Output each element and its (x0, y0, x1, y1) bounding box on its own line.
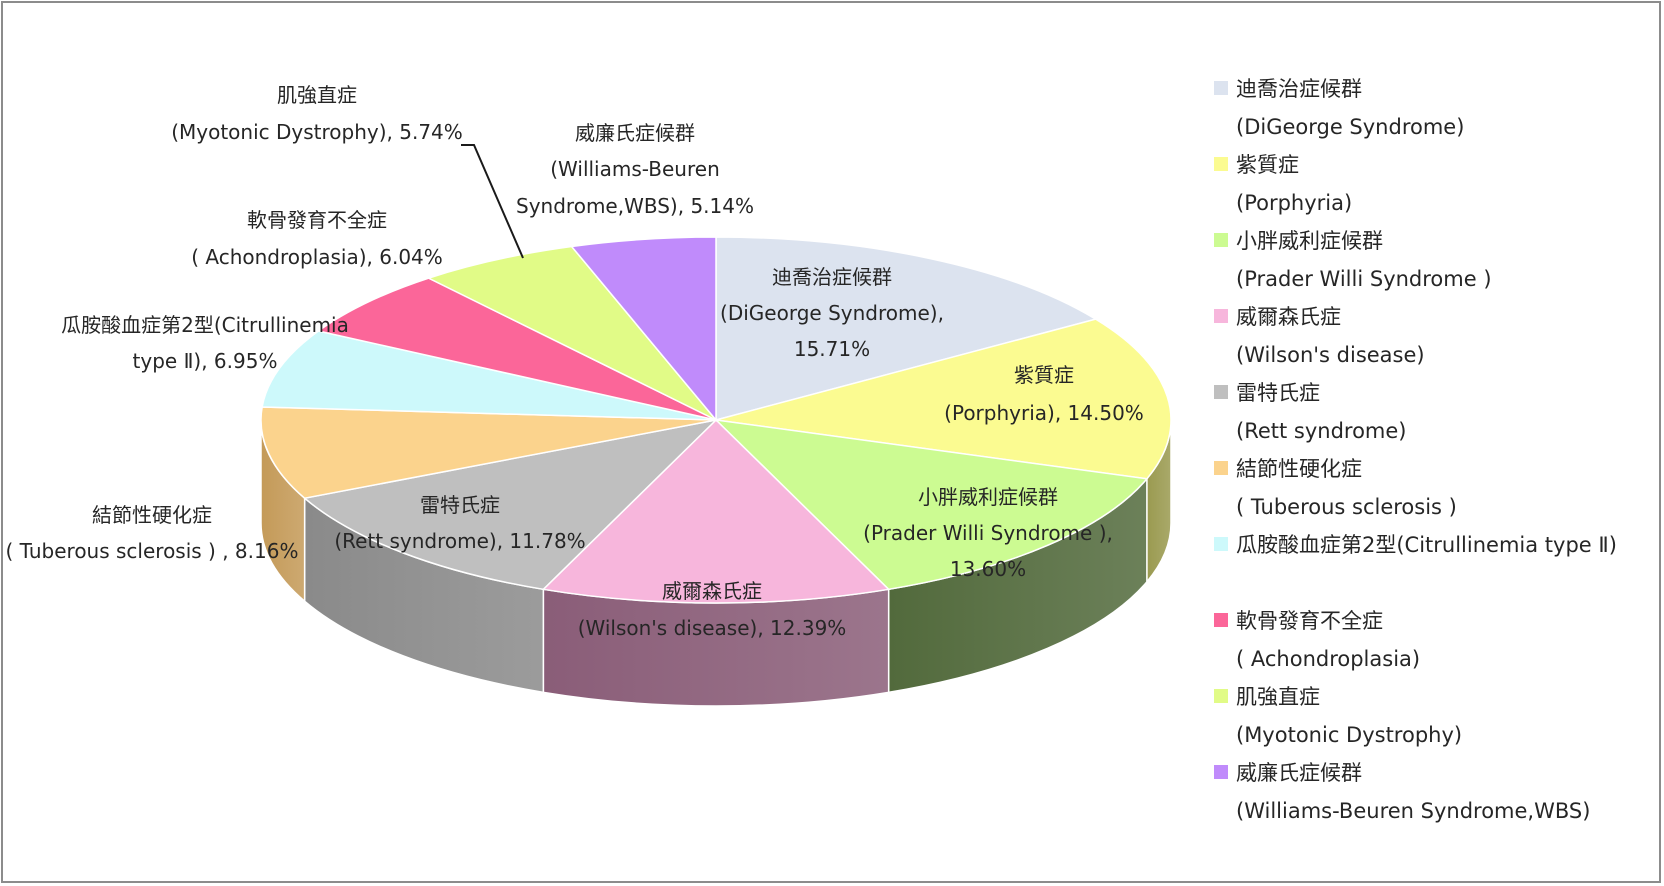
legend-label-cn-3: 小胖威利症候群 (1236, 229, 1383, 253)
legend-item-5: 雷特氏症 (Rett syndrome) (1214, 374, 1654, 450)
data-label-3-line-3: 13.60% (950, 557, 1026, 581)
legend-swatch-4 (1214, 309, 1228, 323)
legend-swatch-5 (1214, 385, 1228, 399)
legend-label-en-8: ( Achondroplasia) (1236, 647, 1421, 671)
legend-label-en-6: ( Tuberous sclerosis ) (1236, 495, 1457, 519)
data-label-5-line-1: 雷特氏症 (420, 493, 500, 517)
data-label-10-line-1: 威廉氏症候群 (575, 121, 695, 145)
legend-item-2: 紫質症 (Porphyria) (1214, 146, 1654, 222)
chart-legend: 迪喬治症候群 (DiGeorge Syndrome) 紫質症 (Porphyria)… (1214, 70, 1654, 830)
pie-slice-10 (570, 236, 717, 423)
legend-label-en-9: (Myotonic Dystrophy) (1236, 723, 1463, 747)
data-labels: 迪喬治症候群 (DiGeorge Syndrome), 15.71% 紫質症 (Porp… (6, 83, 1144, 640)
pie-slice-3 (713, 418, 1149, 591)
legend-label-cn-5: 雷特氏症 (1236, 381, 1320, 405)
data-label-10-line-2: (Williams-Beuren (550, 157, 720, 181)
legend-label-cn-6: 結節性硬化症 (1236, 457, 1362, 481)
legend-label-cn-8: 軟骨發育不全症 (1236, 609, 1383, 633)
legend-item-10: 威廉氏症候群 (Williams-Beuren Syndrome,WBS) (1214, 754, 1654, 830)
legend-label-en-1: (DiGeorge Syndrome) (1236, 115, 1465, 139)
data-label-10-line-3: Syndrome,WBS), 5.14% (516, 194, 754, 218)
legend-label-en-3: (Prader Willi Syndrome ) (1236, 267, 1492, 291)
data-label-3-line-1: 小胖威利症候群 (918, 485, 1058, 509)
pie-slice-7 (261, 330, 717, 421)
legend-label-cn-7: 瓜胺酸血症第2型(Citrullinemia type Ⅱ) (1236, 533, 1617, 557)
data-label-6-line-2: ( Tuberous sclerosis ) , 8.16% (6, 539, 299, 563)
data-label-6-line-1: 結節性硬化症 (92, 503, 212, 527)
data-label-3-line-2: (Prader Willi Syndrome ), (863, 521, 1113, 545)
data-label-9-line-1: 肌強直症 (277, 83, 357, 107)
data-label-5-line-2: (Rett syndrome), 11.78% (334, 529, 585, 553)
pie-slice-1 (715, 236, 1098, 421)
legend-label-cn-4: 威爾森氏症 (1236, 305, 1341, 329)
legend-label-cn-10: 威廉氏症候群 (1236, 761, 1362, 785)
legend-label-en-2: (Porphyria) (1236, 191, 1353, 215)
legend-label-cn-1: 迪喬治症候群 (1236, 77, 1362, 101)
data-label-2-line-1: 紫質症 (1014, 363, 1074, 387)
data-label-1-line-2: (DiGeorge Syndrome), (720, 301, 944, 325)
data-label-4-line-1: 威爾森氏症 (662, 579, 762, 603)
legend-label-cn-2: 紫質症 (1236, 153, 1299, 177)
pie-side-4 (542, 588, 890, 707)
pie-slice-9 (426, 245, 717, 421)
legend-swatch-10 (1214, 765, 1228, 779)
legend-item-8: 軟骨發育不全症 ( Achondroplasia) (1214, 602, 1654, 678)
legend-swatch-2 (1214, 157, 1228, 171)
legend-swatch-7 (1214, 537, 1228, 551)
legend-swatch-1 (1214, 81, 1228, 95)
legend-label-en-10: (Williams-Beuren Syndrome,WBS) (1236, 799, 1591, 823)
data-label-9-line-2: (Myotonic Dystrophy), 5.74% (171, 120, 463, 144)
pie-slice-2 (715, 318, 1172, 480)
legend-item-1: 迪喬治症候群 (DiGeorge Syndrome) (1214, 70, 1654, 146)
legend-label-en-7 (1236, 564, 1654, 602)
legend-item-9: 肌強直症 (Myotonic Dystrophy) (1214, 678, 1654, 754)
data-label-7-line-2: type Ⅱ), 6.95% (133, 349, 278, 373)
data-label-7-line-1: 瓜胺酸血症第2型(Citrullinemia (61, 313, 349, 337)
pie-slice-5 (302, 418, 719, 591)
data-label-8-line-1: 軟骨發育不全症 (247, 208, 387, 232)
legend-swatch-3 (1214, 233, 1228, 247)
pie-slice-8 (316, 277, 717, 421)
legend-item-6: 結節性硬化症 ( Tuberous sclerosis ) (1214, 450, 1654, 526)
legend-swatch-8 (1214, 613, 1228, 627)
data-label-1-line-1: 迪喬治症候群 (772, 265, 892, 289)
legend-item-7: 瓜胺酸血症第2型(Citrullinemia type Ⅱ) (1214, 526, 1654, 602)
legend-label-en-5: (Rett syndrome) (1236, 419, 1407, 443)
leader-line-myotonic (461, 144, 524, 259)
pie-top (260, 236, 1172, 604)
data-label-8-line-2: ( Achondroplasia), 6.04% (191, 245, 443, 269)
legend-swatch-6 (1214, 461, 1228, 475)
legend-item-4: 威爾森氏症 (Wilson's disease) (1214, 298, 1654, 374)
legend-item-3: 小胖威利症候群 (Prader Willi Syndrome ) (1214, 222, 1654, 298)
legend-label-en-4: (Wilson's disease) (1236, 343, 1425, 367)
data-label-4-line-2: (Wilson's disease), 12.39% (578, 616, 847, 640)
data-label-2-line-2: (Porphyria), 14.50% (944, 401, 1144, 425)
pie-slice-6 (260, 406, 717, 499)
data-label-1-line-3: 15.71% (794, 337, 870, 361)
legend-label-cn-9: 肌強直症 (1236, 685, 1320, 709)
legend-swatch-9 (1214, 689, 1228, 703)
pie-slice-4 (541, 418, 891, 604)
